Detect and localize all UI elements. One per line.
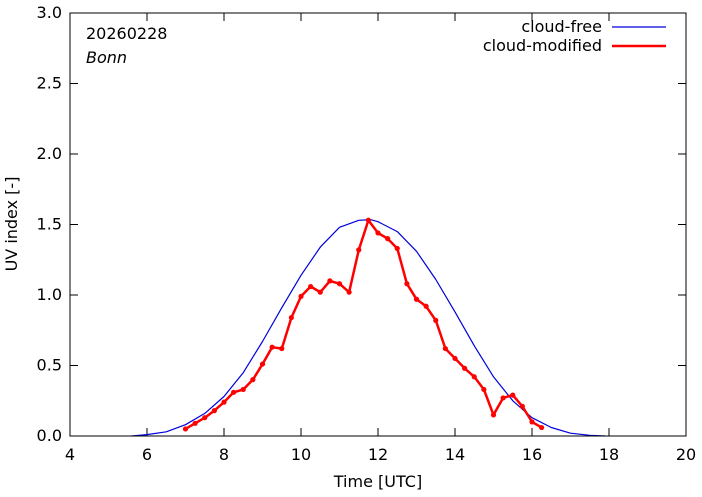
x-tick-label: 4 xyxy=(65,445,75,464)
location-annotation: Bonn xyxy=(86,48,127,67)
data-point-cloud-modified xyxy=(336,281,343,287)
x-tick-label: 18 xyxy=(599,445,619,464)
data-point-cloud-modified xyxy=(327,278,333,284)
data-point-cloud-modified xyxy=(404,281,410,287)
date-annotation: 20260228 xyxy=(86,24,167,43)
data-series xyxy=(131,217,606,437)
axis-tick-labels: 4 6 8 10 12 14 16 18 20 0.0 0.5 1.0 1.5 2.0 2.5 3.0 xyxy=(37,3,697,464)
data-point-cloud-modified xyxy=(356,247,362,253)
data-point-cloud-modified xyxy=(221,399,227,405)
data-point-cloud-modified xyxy=(279,345,285,352)
x-tick-label: 10 xyxy=(291,445,311,464)
data-point-cloud-modified xyxy=(269,344,275,350)
x-tick-label: 8 xyxy=(219,445,229,464)
data-point-cloud-modified xyxy=(375,230,381,236)
data-point-cloud-modified xyxy=(308,283,314,290)
data-point-cloud-modified xyxy=(317,289,323,295)
y-axis-title: UV index [-] xyxy=(2,177,21,272)
data-point-cloud-modified xyxy=(240,386,246,393)
data-point-cloud-modified xyxy=(471,374,477,380)
plot-frame xyxy=(69,12,687,437)
legend-label-cloud-modified: cloud-modified xyxy=(483,36,602,55)
series-line-cloud-modified xyxy=(184,219,543,430)
data-point-cloud-modified xyxy=(452,355,458,362)
x-tick-label: 16 xyxy=(522,445,542,464)
legend: cloud-free cloud-modified xyxy=(483,17,666,55)
data-point-cloud-modified xyxy=(481,386,487,393)
x-tick-label: 14 xyxy=(445,445,465,464)
data-point-cloud-modified xyxy=(490,412,497,418)
data-point-cloud-modified xyxy=(539,424,545,431)
data-point-cloud-modified xyxy=(423,303,429,309)
data-point-cloud-modified xyxy=(288,314,294,321)
x-axis-title: Time [UTC] xyxy=(333,472,422,491)
data-point-cloud-modified xyxy=(462,365,468,371)
x-tick-label: 20 xyxy=(676,445,696,464)
data-point-cloud-modified xyxy=(365,217,371,223)
data-point-cloud-modified xyxy=(202,415,208,421)
x-tick-label: 6 xyxy=(142,445,152,464)
data-point-cloud-modified xyxy=(298,293,304,300)
data-point-cloud-modified xyxy=(346,289,352,295)
data-point-cloud-modified xyxy=(413,296,420,302)
data-point-cloud-modified xyxy=(442,345,448,352)
y-tick-label: 1.5 xyxy=(37,215,62,234)
x-tick-label: 12 xyxy=(368,445,388,464)
data-point-cloud-modified xyxy=(192,420,198,426)
data-point-cloud-modified xyxy=(259,361,266,367)
data-point-cloud-modified xyxy=(510,392,516,398)
legend-label-cloud-free: cloud-free xyxy=(521,17,602,36)
y-tick-label: 0.5 xyxy=(37,356,62,375)
data-point-cloud-modified xyxy=(211,408,217,414)
data-point-cloud-modified xyxy=(500,395,506,401)
data-point-cloud-modified xyxy=(231,389,237,395)
axis-ticks xyxy=(69,12,687,437)
data-point-cloud-modified xyxy=(250,377,256,383)
data-point-cloud-modified xyxy=(394,245,400,252)
y-tick-label: 2.5 xyxy=(37,74,62,93)
data-point-cloud-modified xyxy=(519,403,525,409)
y-tick-label: 1.0 xyxy=(37,285,62,304)
data-point-cloud-modified xyxy=(529,419,535,425)
y-tick-label: 0.0 xyxy=(37,426,62,445)
data-point-cloud-modified xyxy=(385,236,391,242)
y-tick-label: 2.0 xyxy=(37,144,62,163)
data-point-cloud-modified xyxy=(182,426,189,432)
data-point-cloud-modified xyxy=(433,317,439,323)
series-line-cloud-free xyxy=(131,219,606,437)
y-tick-label: 3.0 xyxy=(37,3,62,22)
